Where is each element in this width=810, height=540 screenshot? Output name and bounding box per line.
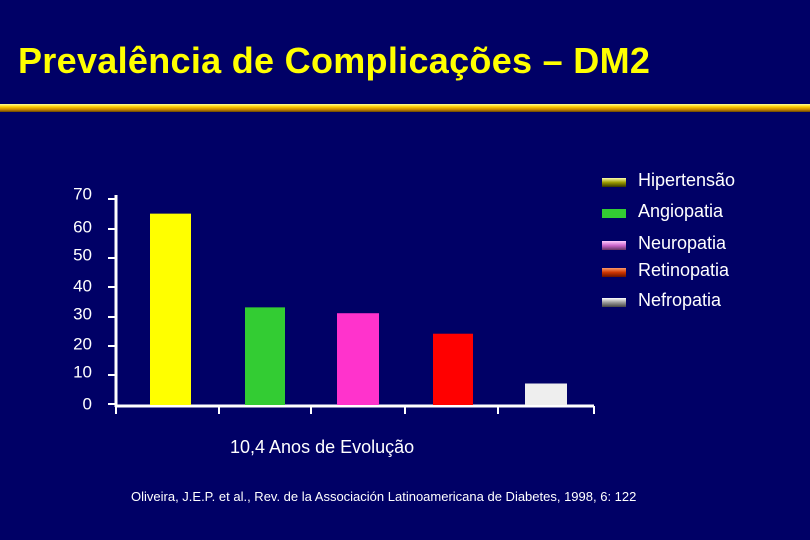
y-tick-label: 20	[73, 334, 92, 353]
y-tick-label: 40	[73, 276, 92, 295]
legend-swatch-hipertensao	[602, 178, 626, 187]
y-tick-label: 50	[73, 245, 92, 264]
legend-label-nefropatia: Nefropatia	[638, 290, 722, 310]
legend-label-hipertensao: Hipertensão	[638, 170, 736, 190]
bar-nefropatia	[525, 383, 567, 405]
bar-hipertensao	[150, 213, 191, 405]
y-tick-label: 30	[73, 304, 92, 323]
chart-bars	[150, 213, 567, 405]
bar-neuropatia	[337, 313, 379, 405]
y-tick-label: 60	[73, 217, 92, 236]
slide-title: Prevalência de Complicações – DM2	[18, 40, 651, 81]
y-tick-label: 0	[83, 394, 92, 413]
legend-swatch-retinopatia	[602, 268, 626, 277]
legend-swatch-nefropatia	[602, 298, 626, 307]
legend-swatch-angiopatia	[602, 209, 626, 218]
bar-retinopatia	[433, 333, 473, 405]
legend-label-angiopatia: Angiopatia	[638, 201, 724, 221]
chart-axes	[108, 195, 595, 414]
legend-label-retinopatia: Retinopatia	[638, 260, 730, 280]
title-divider	[0, 104, 810, 112]
source-citation: Oliveira, J.E.P. et al., Rev. de la Asso…	[131, 489, 637, 504]
y-tick-label: 10	[73, 362, 92, 381]
x-axis-label: 10,4 Anos de Evolução	[230, 437, 415, 457]
legend-label-neuropatia: Neuropatia	[638, 233, 727, 253]
legend-swatch-neuropatia	[602, 241, 626, 250]
bar-angiopatia	[245, 307, 285, 405]
y-tick-label: 70	[73, 184, 92, 203]
y-tick-labels: 70 60 50 40 30 20 10 0	[73, 184, 92, 413]
